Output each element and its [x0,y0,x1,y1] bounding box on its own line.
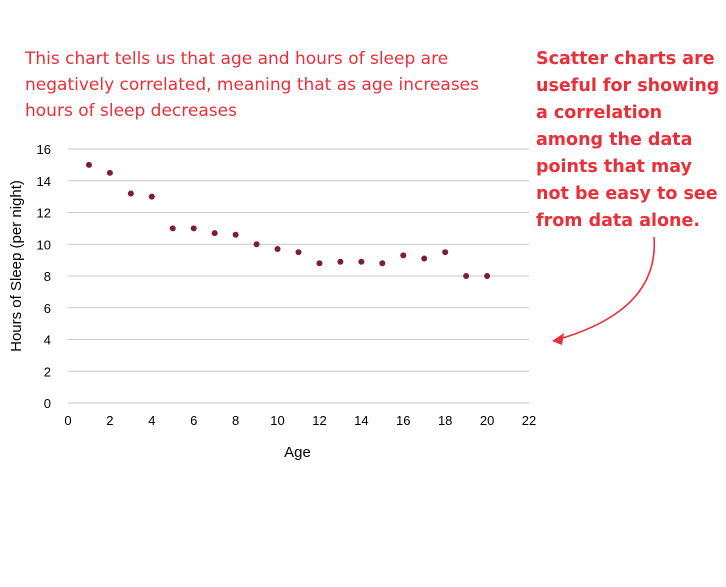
annotation-correlation-note: This chart tells us that age and hours o… [25,49,480,121]
gridlines [68,148,529,404]
data-point [400,252,407,259]
y-tick-label: 16 [37,142,51,157]
y-tick-label: 8 [44,269,51,284]
x-axis-ticks: 0 2 4 6 8 10 12 14 16 18 20 22 [64,413,536,428]
y-tick-label: 12 [37,206,51,221]
x-axis-title: Age [284,444,311,461]
x-tick-label: 12 [312,413,326,428]
y-axis-title: Hours of Sleep (per night) [8,180,25,352]
data-point [106,169,113,176]
data-points [85,161,491,279]
x-tick-label: 14 [354,413,368,428]
data-point [379,260,386,267]
x-tick-label: 6 [190,413,197,428]
data-point [232,231,239,238]
data-point [253,241,260,248]
data-point [148,193,155,200]
data-point [316,260,323,267]
data-point [85,161,92,168]
data-point [463,273,470,279]
annotation-arrow-head [552,333,564,345]
x-tick-label: 20 [480,413,494,428]
x-tick-label: 8 [232,413,239,428]
annotation-arrow [555,236,656,341]
y-tick-label: 4 [44,333,51,348]
y-tick-label: 6 [44,301,51,316]
y-tick-label: 10 [37,237,51,252]
data-point [190,225,197,232]
data-point [169,225,176,232]
x-tick-label: 0 [64,413,71,428]
x-tick-label: 10 [270,413,284,428]
x-tick-label: 4 [148,413,155,428]
annotation-scatter-usefulness: Scatter charts are useful for showing a … [536,49,720,231]
data-point [211,230,218,237]
y-tick-label: 2 [44,364,51,379]
y-tick-label: 14 [37,174,51,189]
data-point [421,255,428,262]
x-tick-label: 18 [438,413,452,428]
x-tick-label: 22 [522,413,536,428]
data-point [274,246,281,253]
data-point [358,258,365,265]
x-tick-label: 2 [106,413,113,428]
y-tick-label: 0 [44,396,51,411]
y-axis-ticks: 0 2 4 6 8 10 12 14 16 [37,142,51,411]
data-point [442,249,449,256]
x-tick-label: 16 [396,413,410,428]
data-point [484,273,491,279]
data-point [337,258,344,265]
data-point [127,190,134,197]
data-point [295,249,302,256]
